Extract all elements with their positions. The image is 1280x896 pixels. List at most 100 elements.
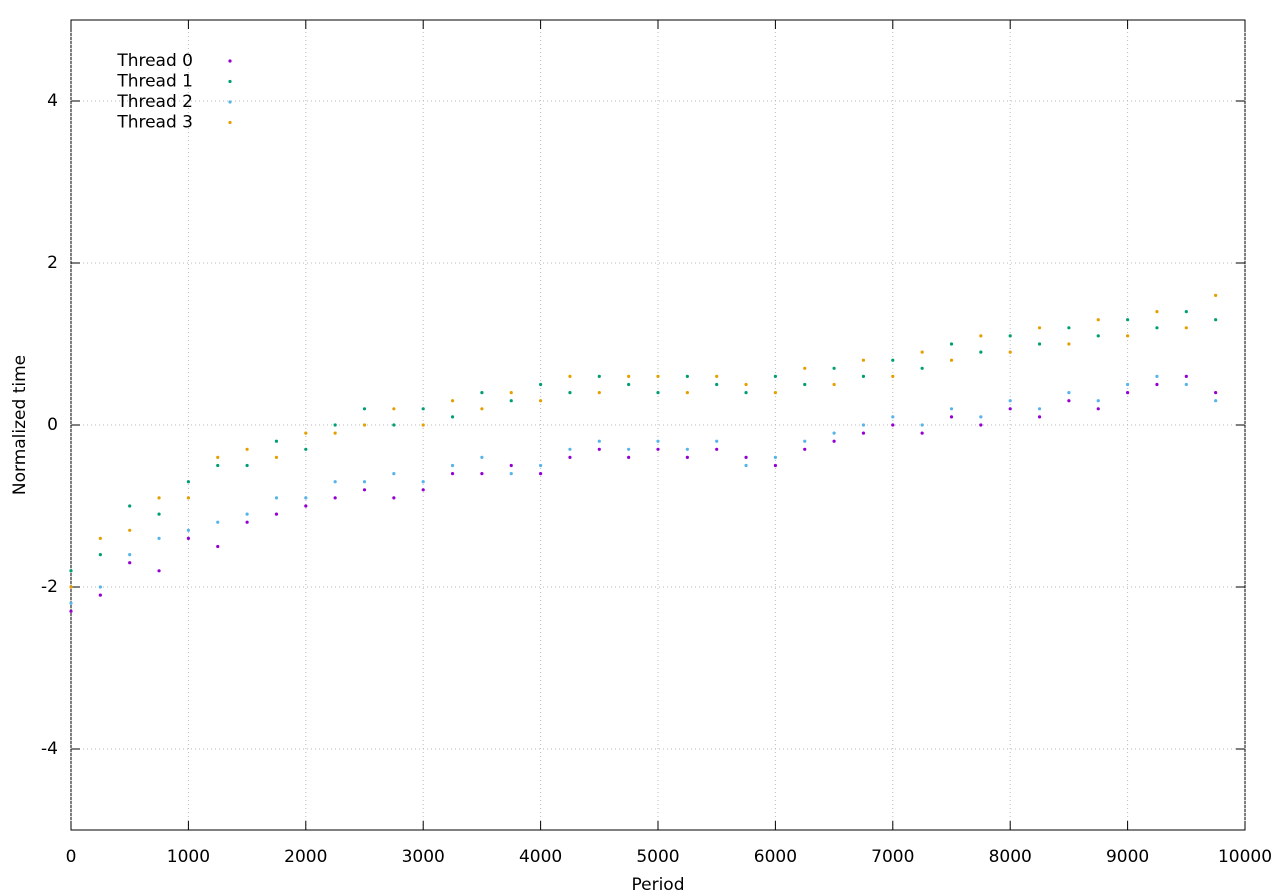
point — [568, 391, 572, 395]
point — [979, 350, 983, 354]
point — [773, 455, 778, 459]
point — [509, 391, 513, 395]
point — [1155, 382, 1159, 387]
point — [1155, 310, 1159, 314]
point — [1067, 326, 1071, 330]
point — [803, 366, 807, 370]
x-tick-label: 7000 — [871, 847, 914, 867]
point — [597, 374, 601, 378]
point — [1155, 326, 1159, 330]
point — [1037, 415, 1042, 419]
point — [421, 480, 425, 484]
point — [627, 382, 631, 387]
point — [216, 544, 220, 549]
point — [98, 536, 102, 541]
point — [979, 334, 983, 338]
point — [157, 536, 161, 541]
point — [832, 431, 836, 435]
point — [1184, 326, 1188, 330]
point — [1008, 334, 1012, 338]
point — [392, 407, 396, 411]
point — [1214, 318, 1218, 322]
point — [304, 496, 308, 500]
point — [597, 439, 601, 443]
x-tick-label: 1000 — [167, 847, 210, 867]
point — [333, 496, 337, 500]
point — [392, 472, 396, 476]
point — [98, 553, 102, 557]
point — [1037, 326, 1042, 330]
point — [421, 488, 425, 492]
point — [1126, 391, 1130, 395]
point — [744, 455, 748, 459]
point — [715, 374, 719, 378]
point — [392, 423, 396, 427]
legend-label: Thread 3 — [116, 113, 193, 133]
point — [949, 358, 954, 362]
point — [1008, 399, 1012, 403]
point — [685, 455, 689, 459]
point — [304, 447, 308, 451]
point — [333, 431, 337, 435]
point — [949, 342, 954, 346]
point — [568, 455, 572, 459]
point — [627, 455, 631, 459]
point — [274, 439, 279, 443]
point — [128, 504, 132, 508]
point — [773, 391, 778, 395]
point — [69, 601, 73, 605]
point — [1067, 391, 1071, 395]
point — [1126, 334, 1130, 338]
point — [832, 366, 836, 370]
point — [920, 366, 924, 370]
point — [803, 447, 807, 451]
point — [509, 463, 513, 468]
point — [773, 374, 778, 378]
legend-marker — [228, 100, 232, 104]
x-tick-label: 6000 — [754, 847, 797, 867]
y-tick-label: -2 — [41, 577, 58, 597]
point — [480, 407, 484, 411]
point — [216, 463, 220, 468]
y-tick-label: 2 — [47, 253, 58, 273]
point — [597, 391, 601, 395]
point — [1214, 391, 1218, 395]
point — [861, 423, 866, 427]
point — [832, 382, 836, 387]
point — [1067, 399, 1071, 403]
x-tick-label: 4000 — [519, 847, 562, 867]
point — [98, 585, 102, 589]
point — [186, 528, 190, 532]
point — [861, 374, 866, 378]
point — [98, 593, 102, 597]
point — [509, 399, 513, 403]
point — [450, 399, 455, 403]
point — [480, 391, 484, 395]
point — [1184, 382, 1188, 387]
point — [656, 391, 660, 395]
point — [920, 423, 924, 427]
point — [685, 391, 689, 395]
point — [362, 480, 367, 484]
point — [715, 382, 719, 387]
point — [1008, 407, 1012, 411]
point — [1184, 374, 1188, 378]
point — [979, 415, 983, 419]
point — [744, 463, 748, 468]
y-axis-label: Normalized time — [10, 355, 30, 495]
point — [656, 439, 660, 443]
point — [421, 423, 425, 427]
legend-label: Thread 1 — [116, 72, 193, 92]
point — [274, 455, 279, 459]
x-tick-label: 3000 — [402, 847, 445, 867]
point — [157, 569, 161, 573]
point — [949, 407, 954, 411]
point — [539, 472, 543, 476]
x-axis-label: Period — [631, 875, 684, 895]
point — [715, 439, 719, 443]
point — [891, 423, 895, 427]
point — [920, 431, 924, 435]
point — [245, 512, 249, 516]
point — [362, 423, 367, 427]
